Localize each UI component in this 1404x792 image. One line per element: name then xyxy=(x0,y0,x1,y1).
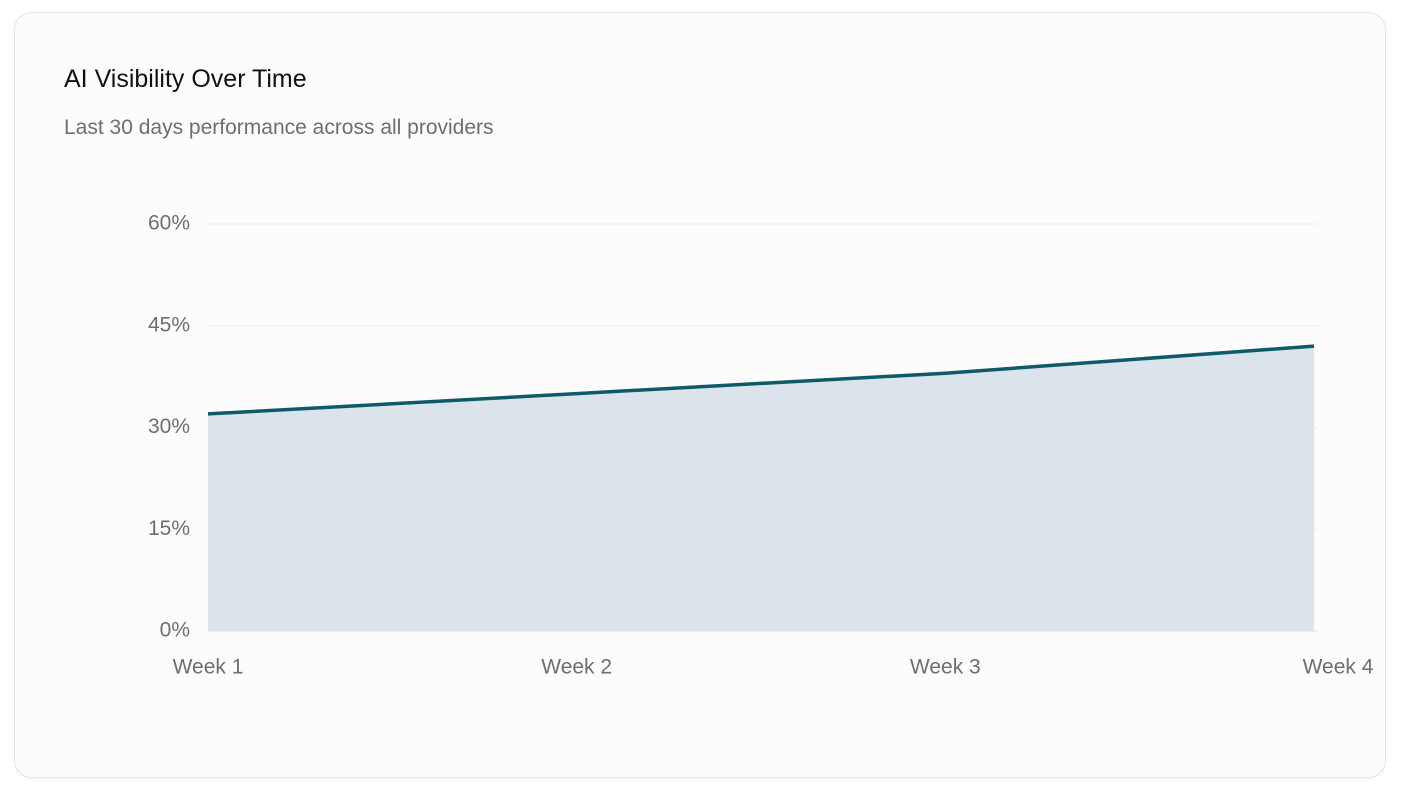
area-fill xyxy=(208,346,1314,631)
area-line xyxy=(207,344,1315,416)
y-tick-label: 60% xyxy=(148,212,190,235)
y-tick-label: 15% xyxy=(148,517,190,540)
chart-title: AI Visibility Over Time xyxy=(64,65,307,93)
x-tick-label: Week 2 xyxy=(541,656,612,679)
y-tick-label: 45% xyxy=(148,313,190,336)
x-tick-label: Week 3 xyxy=(910,656,981,679)
y-tick-label: 0% xyxy=(160,619,190,642)
chart-subtitle: Last 30 days performance across all prov… xyxy=(64,116,494,139)
x-tick-label: Week 1 xyxy=(173,656,244,679)
y-tick-label: 30% xyxy=(148,415,190,438)
x-tick-label: Week 4 xyxy=(1303,656,1374,679)
